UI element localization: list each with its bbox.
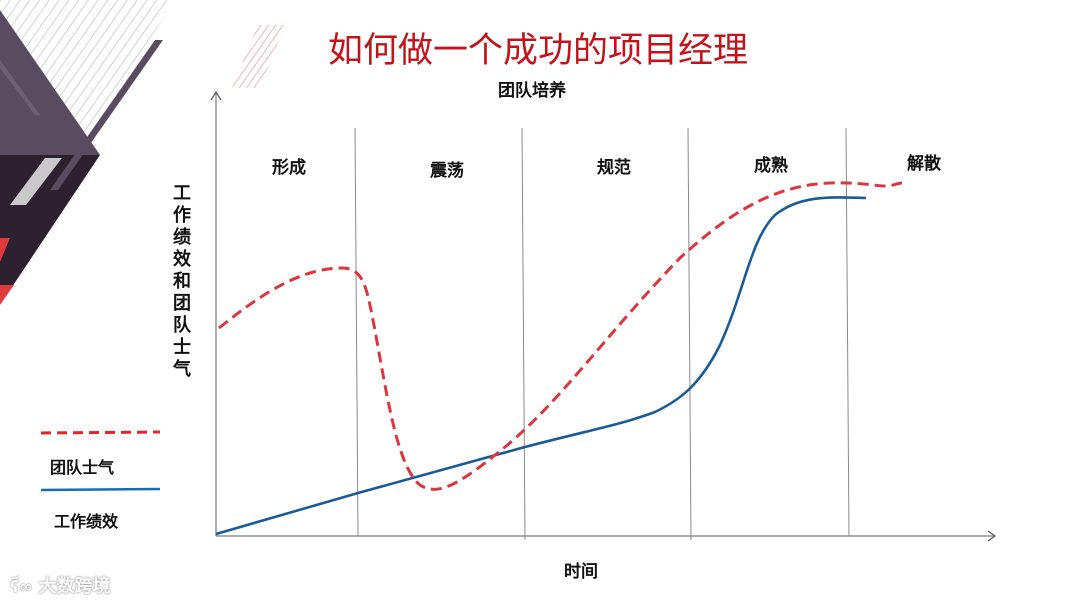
y-axis-label: 工作绩效和团队士气 [173, 183, 191, 380]
chart-title: 团队培养 [498, 81, 566, 101]
page-title: 如何做一个成功的项目经理 [328, 31, 749, 71]
phase-label-forming: 形成 [272, 158, 306, 178]
watermark-logo-icon: ʕ᷄∞ [10, 577, 33, 596]
morale-line [218, 181, 903, 491]
phase-divider [845, 127, 850, 537]
x-axis-label: 时间 [564, 562, 598, 582]
legend-label-morale: 团队士气 [50, 458, 115, 477]
phase-label-norming: 规范 [597, 158, 631, 178]
watermark: ʕ᷄∞ 大数跨境 [10, 572, 111, 598]
phase-divider [354, 127, 359, 537]
phase-label-storming: 震荡 [430, 161, 464, 181]
watermark-text: 大数跨境 [38, 576, 111, 597]
x-axis-arrow-icon [987, 530, 997, 542]
phase-label-adjourning: 解散 [907, 154, 941, 174]
legend-performance-swatch [40, 487, 161, 492]
legend-label-performance: 工作绩效 [54, 512, 119, 531]
performance-line [215, 196, 867, 536]
phase-divider [521, 127, 526, 541]
y-axis-arrow-icon [210, 90, 222, 101]
phase-divider [687, 127, 692, 541]
phase-label-performing: 成熟 [754, 156, 788, 176]
legend-morale-swatch [40, 430, 161, 435]
